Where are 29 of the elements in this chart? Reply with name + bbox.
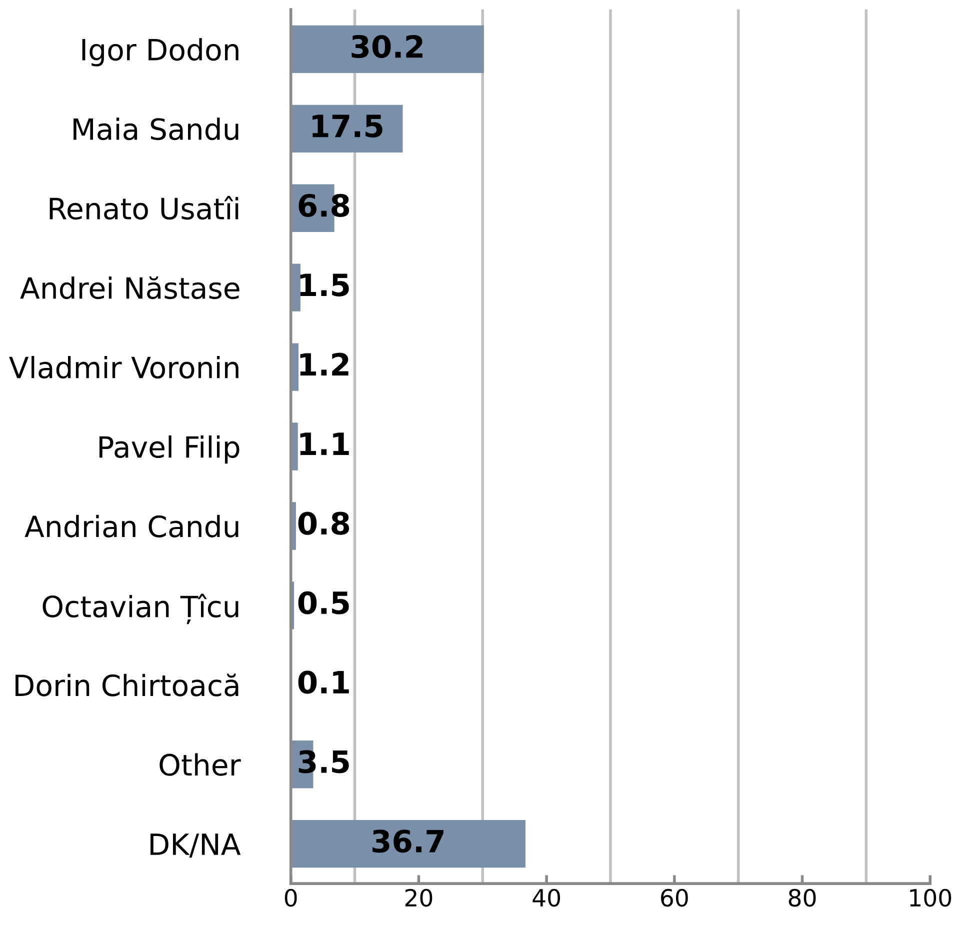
x-tick-label: 100 [910, 888, 952, 907]
x-tick-label: 20 [405, 888, 432, 907]
x-tick-label: 40 [532, 888, 560, 907]
bar [290, 820, 526, 868]
data-label: 0.5 [298, 591, 349, 614]
y-tick-label: Andrei Năstase [20, 276, 240, 300]
x-tick-label: 60 [661, 888, 688, 907]
y-tick-label: DK/NA [150, 834, 241, 858]
data-label: 36.7 [372, 830, 444, 853]
data-label: 1.1 [300, 432, 349, 455]
y-tick-label: Octavian Țîcu [42, 594, 238, 624]
x-tick-label: 0 [284, 888, 297, 907]
y-tick-label: Pavel Filip [99, 435, 240, 464]
y-tick-label: Maia Sandu [74, 118, 238, 140]
data-label: 0.8 [298, 512, 350, 535]
data-label: 1.2 [300, 352, 348, 376]
x-tick-label: 80 [788, 888, 816, 907]
y-tick-label: Igor Dodon [82, 38, 238, 66]
data-label: 30.2 [352, 34, 422, 58]
y-tick-label: Vladmir Voronin [9, 356, 238, 379]
data-label: 3.5 [298, 750, 349, 774]
y-tick-label: Andrian Candu [24, 514, 238, 538]
data-label: 17.5 [312, 114, 382, 138]
data-label: 1.5 [300, 274, 349, 296]
bar [290, 25, 484, 74]
y-tick-label: Other [160, 753, 241, 776]
data-label: 0.1 [298, 670, 349, 694]
y-tick-label: Dorin Chirtoacă [16, 674, 238, 696]
y-tick-label: Renato Usatîi [50, 196, 238, 220]
